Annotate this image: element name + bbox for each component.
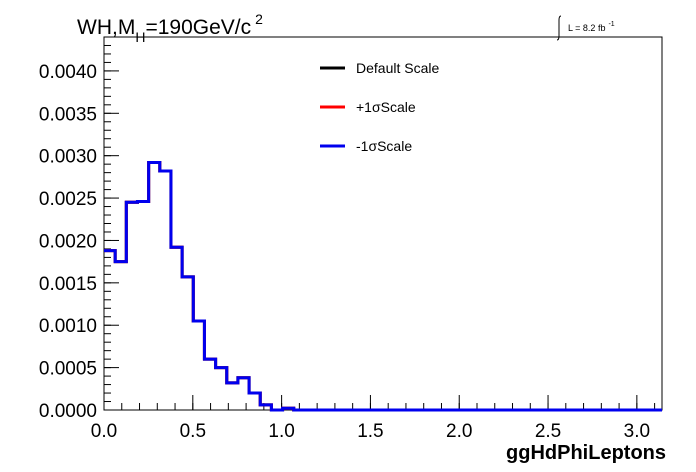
title-main: WH,M <box>77 16 135 39</box>
y-tick-label: 0.0025 <box>39 189 97 210</box>
x-tick-label: 3.0 <box>624 421 650 442</box>
x-axis-label: ggHdPhiLeptons <box>506 442 666 464</box>
y-axis: 0.0000 0.0005 0.0010 0.0015 0.0020 0.0025 0.00… <box>39 36 119 422</box>
series-layer <box>104 160 662 412</box>
y-tick-label: 0.0000 <box>39 401 97 422</box>
x-tick-label: 2.5 <box>535 421 561 442</box>
lumi-label: L = 8.2 fb -1 <box>556 15 615 41</box>
x-tick-label: 1.5 <box>357 421 383 442</box>
x-tick-label: 0.5 <box>180 421 206 442</box>
y-tick-label: 0.0040 <box>39 62 97 83</box>
series-line-0 <box>104 160 662 412</box>
x-tick-label: 2.0 <box>446 421 472 442</box>
lumi-text: L = 8.2 fb <box>568 23 605 33</box>
legend-label-1: +1σScale <box>356 99 416 115</box>
x-tick-label: 1.0 <box>268 421 294 442</box>
y-tick-label: 0.0005 <box>39 359 97 380</box>
integral-icon <box>556 15 562 41</box>
y-tick-label: 0.0030 <box>39 147 97 168</box>
y-tick-label: 0.0035 <box>39 104 97 125</box>
legend: Default Scale +1σScale -1σScale <box>320 60 439 154</box>
legend-label-0: Default Scale <box>356 60 439 76</box>
svg-text:L = 8.2 fb-1: L = 8.2 fb -1 <box>568 21 615 33</box>
chart-title: WH,MH=190GeV/c 2 <box>77 11 263 45</box>
title-rest: =190GeV/c <box>145 16 251 39</box>
y-tick-label: 0.0020 <box>39 231 97 252</box>
x-tick-label: 0.0 <box>91 421 117 442</box>
title-superscript: 2 <box>255 11 263 27</box>
x-axis: 0.0 0.5 1.0 1.5 2.0 2.5 3.0 <box>91 395 656 442</box>
series-line-2 <box>104 160 662 412</box>
lumi-superscript: -1 <box>608 21 614 28</box>
y-tick-label: 0.0010 <box>39 316 97 337</box>
series-line-1 <box>104 160 662 412</box>
legend-label-2: -1σScale <box>356 138 412 154</box>
y-tick-label: 0.0015 <box>39 274 97 295</box>
plot-frame <box>103 36 663 411</box>
